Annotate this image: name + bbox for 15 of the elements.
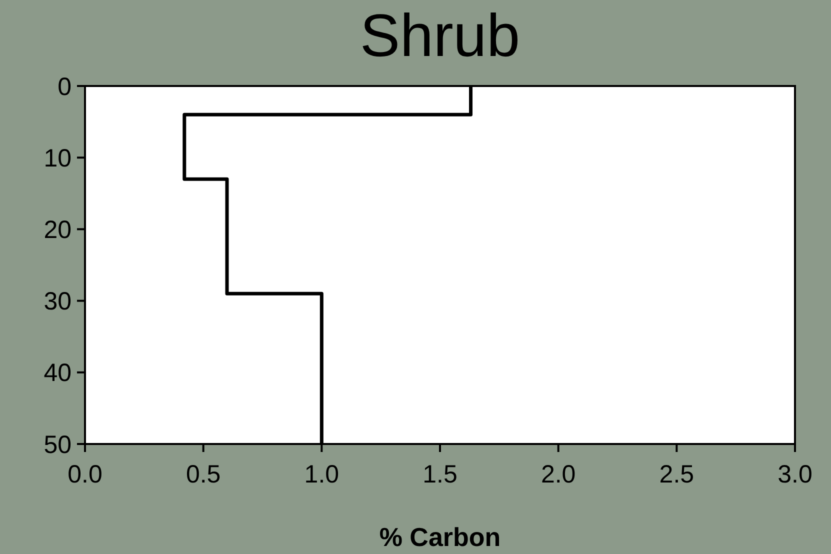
x-axis-title: % Carbon (379, 522, 501, 552)
x-tick-label: 3.0 (778, 460, 812, 488)
y-tick-label: 30 (44, 288, 72, 316)
y-tick-label: 40 (44, 359, 72, 388)
y-tick-label: 0 (58, 72, 72, 101)
x-tick-label: 1.0 (304, 460, 340, 488)
chart-title: Shrub (360, 2, 520, 69)
x-tick-label: 1.5 (422, 460, 458, 488)
y-tick-label: 50 (44, 430, 72, 459)
x-tick-label: 0.0 (68, 460, 102, 488)
y-tick-label: 10 (44, 144, 72, 172)
y-tick-label: 20 (44, 216, 72, 244)
x-tick-label: 2.5 (659, 460, 694, 488)
x-tick-label: 2.0 (540, 460, 576, 488)
x-tick-label: 0.5 (186, 460, 221, 488)
